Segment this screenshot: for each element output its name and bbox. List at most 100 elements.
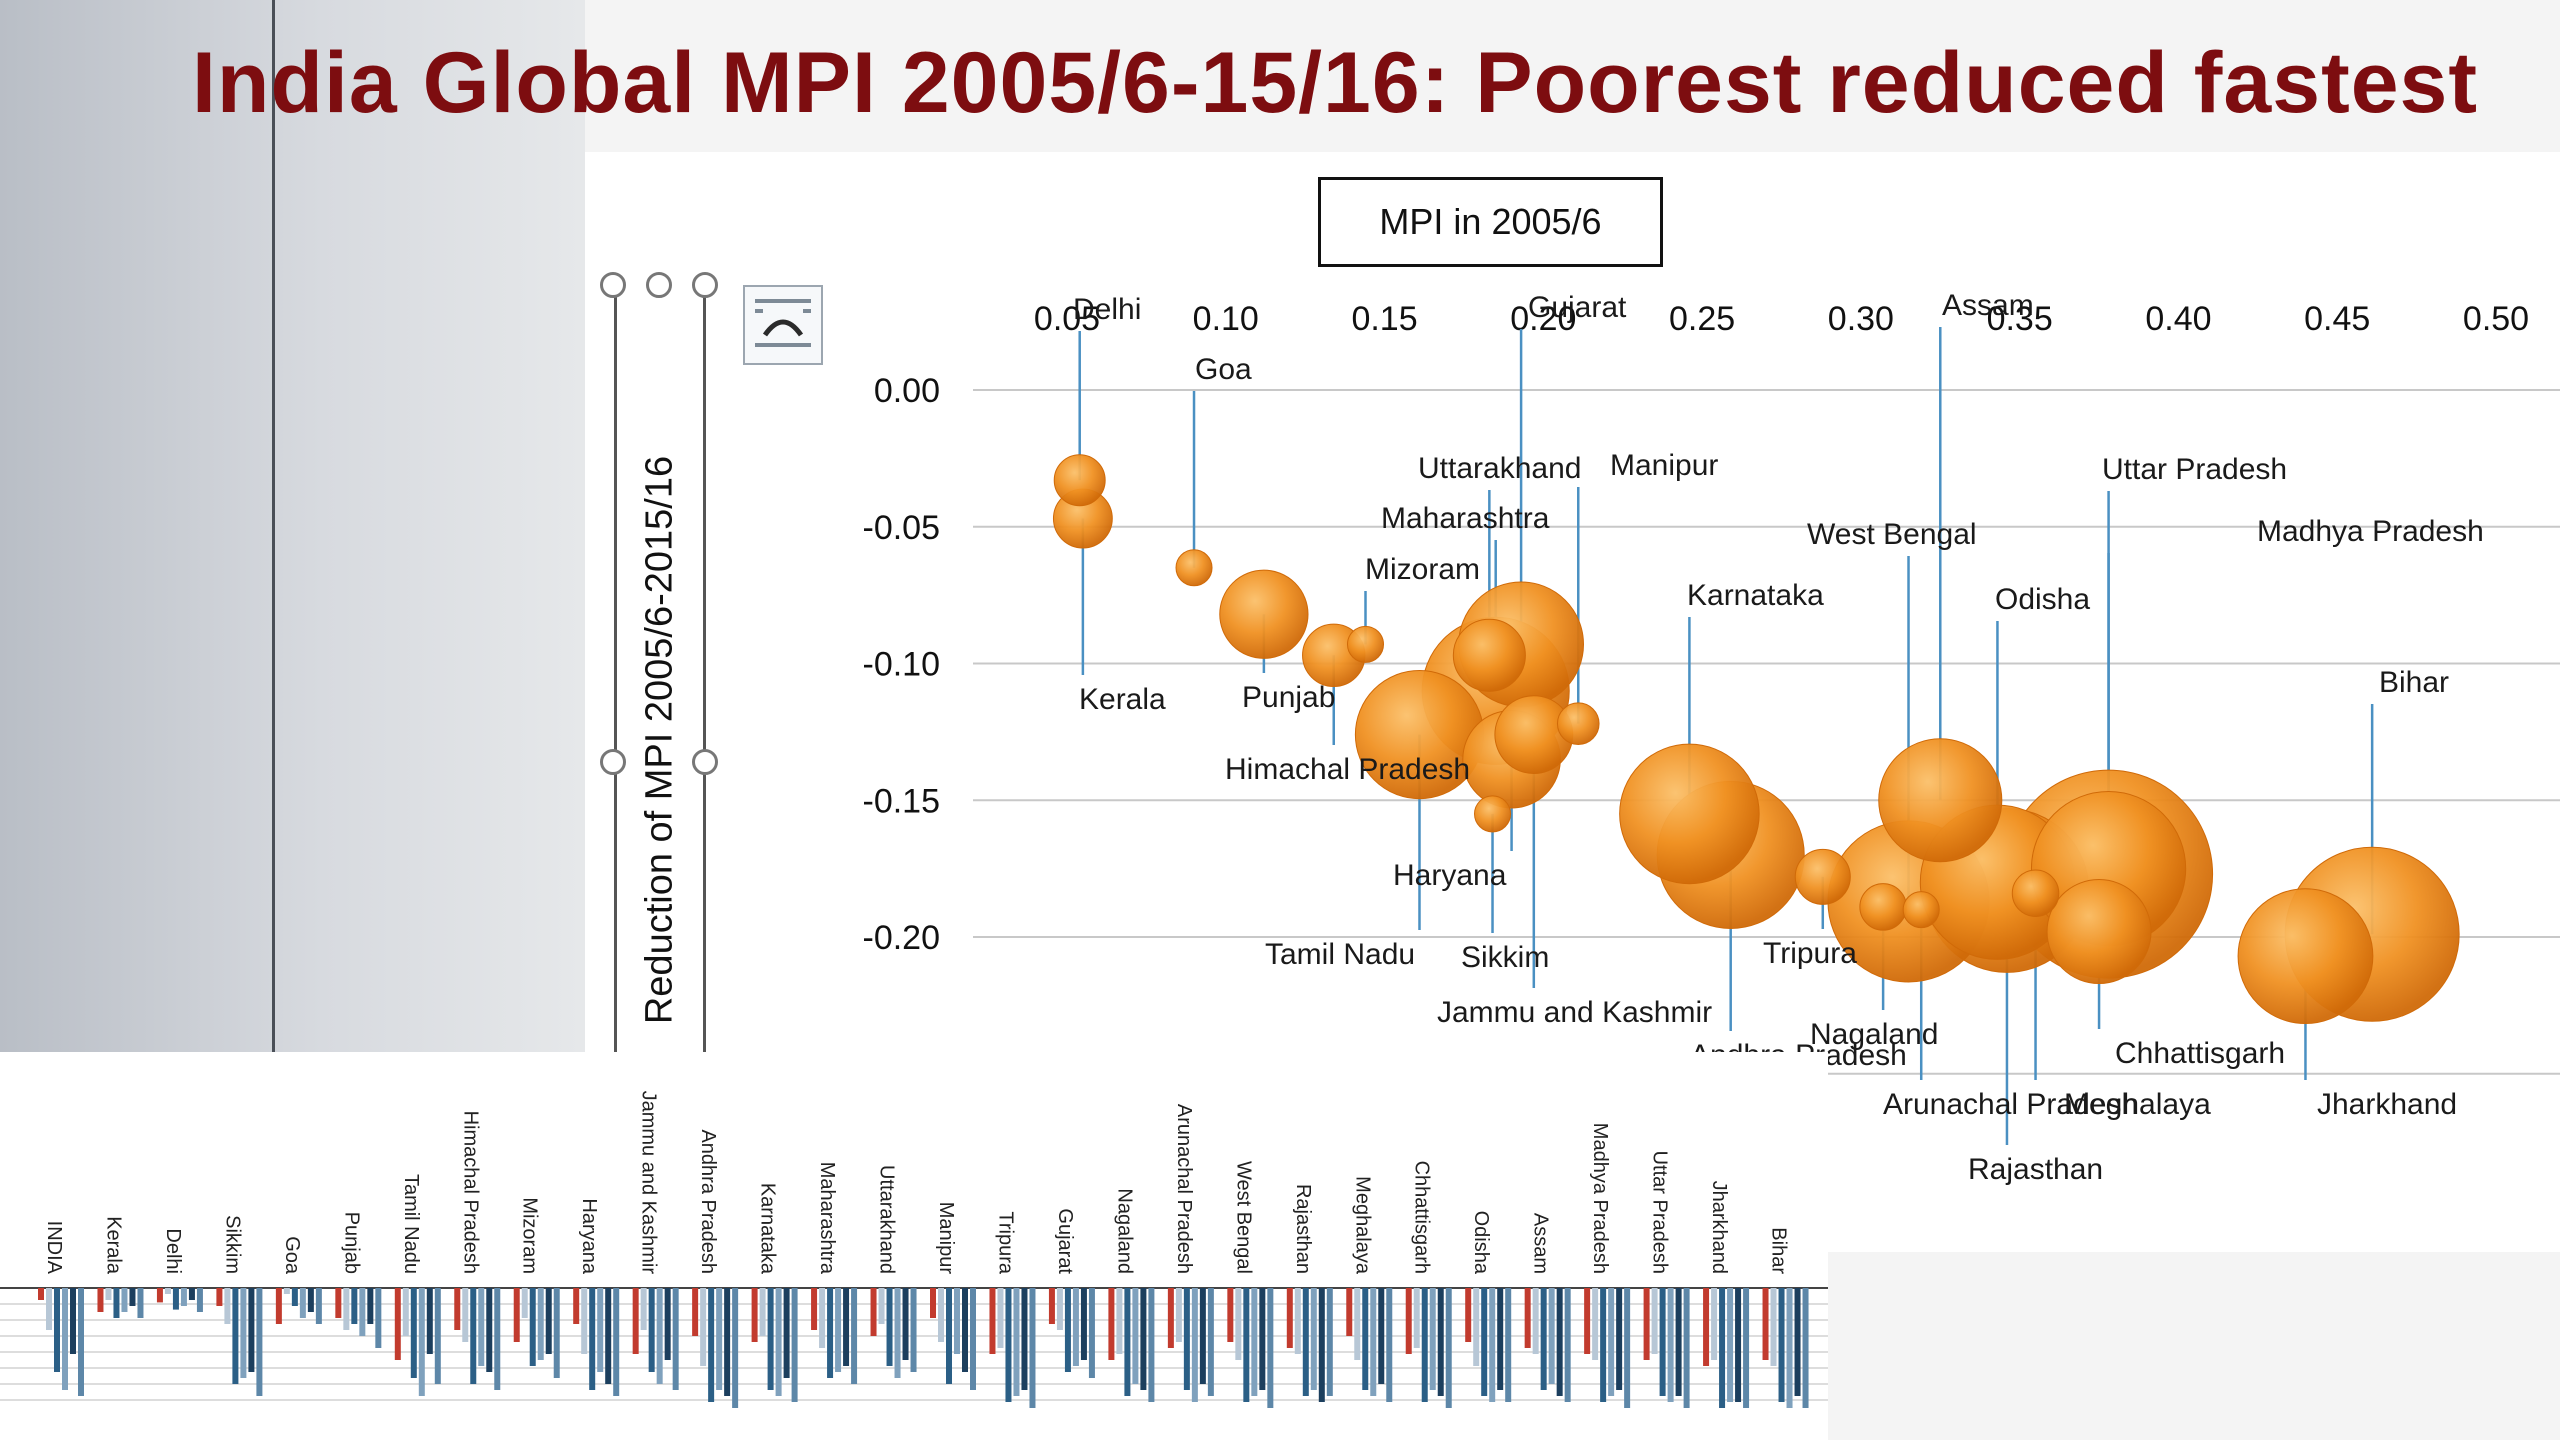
bar <box>775 1288 782 1396</box>
bar-chart-panel: INDIA Kerala Delhi Sikkim Goa Punjab Tamil Nad… <box>0 1052 1828 1440</box>
layout-options-icon[interactable] <box>743 285 823 365</box>
bar <box>581 1288 588 1354</box>
bar <box>137 1288 144 1318</box>
bar <box>664 1288 671 1360</box>
state-label: Punjab <box>1242 681 1335 714</box>
bar <box>1072 1288 1079 1366</box>
bar <box>1600 1288 1607 1402</box>
bar-chart: INDIA Kerala Delhi Sikkim Goa Punjab Tamil Nad… <box>0 1091 1828 1408</box>
bar <box>851 1288 858 1384</box>
bar <box>307 1288 314 1312</box>
bar <box>1132 1288 1139 1384</box>
bubble-jharkhand <box>2237 888 2374 1025</box>
bar <box>1532 1288 1539 1354</box>
bar <box>462 1288 469 1342</box>
bar-category-label: Tamil Nadu <box>400 1174 422 1274</box>
state-label: Tamil Nadu <box>1265 938 1415 971</box>
bar <box>1505 1288 1512 1402</box>
bar <box>1802 1288 1809 1408</box>
bar <box>224 1288 231 1324</box>
bar <box>46 1288 52 1330</box>
state-label: Jharkhand <box>2317 1088 2457 1121</box>
state-label: Nagaland <box>1810 1018 1938 1051</box>
x-tick-label: 0.50 <box>2463 300 2529 338</box>
bar <box>1048 1288 1055 1324</box>
bar <box>1445 1288 1452 1408</box>
bar <box>188 1288 195 1300</box>
bar <box>164 1288 171 1294</box>
bar-category-label: Odisha <box>1470 1211 1492 1275</box>
bar <box>402 1288 409 1336</box>
bubble-chart: 0.05 0.10 0.15 0.20 0.25 0.30 0.35 0.40 0.45 0.50… <box>863 289 2560 1186</box>
bar <box>1540 1288 1547 1390</box>
bar <box>97 1288 104 1312</box>
bar-category-label: Goa <box>281 1236 303 1275</box>
x-tick-label: 0.10 <box>1193 300 1259 338</box>
bar <box>1584 1288 1591 1354</box>
bar <box>315 1288 322 1324</box>
bar <box>1013 1288 1020 1396</box>
x-tick-label: 0.45 <box>2304 300 2370 338</box>
x-tick-label: 0.15 <box>1351 300 1417 338</box>
resize-handle[interactable] <box>646 272 672 298</box>
y-axis-title[interactable]: Reduction of MPI 2005/6-2015/16 <box>638 455 681 1025</box>
bar-category-label: Nagaland <box>1113 1188 1135 1274</box>
bar <box>648 1288 655 1372</box>
bar-category-label: Punjab <box>340 1212 362 1274</box>
bar <box>291 1288 298 1306</box>
bar <box>529 1288 536 1366</box>
state-label: Assam <box>1942 289 2034 322</box>
bar <box>418 1288 425 1396</box>
bar <box>299 1288 306 1318</box>
bar <box>1294 1288 1301 1354</box>
bar-category-label: Rajasthan <box>1292 1184 1314 1274</box>
resize-handle[interactable] <box>600 749 626 775</box>
bar <box>1286 1288 1293 1348</box>
state-label: Gujarat <box>1528 291 1627 324</box>
x-tick-label: 0.40 <box>2145 300 2211 338</box>
bar <box>1762 1288 1769 1360</box>
resize-handle[interactable] <box>692 749 718 775</box>
x-tick-label: 0.25 <box>1669 300 1735 338</box>
bar <box>597 1288 604 1372</box>
bar <box>1056 1288 1063 1330</box>
bar <box>938 1288 944 1342</box>
bar-category-label: Chhattisgarh <box>1411 1161 1433 1274</box>
bubbles <box>1052 454 2460 1025</box>
bubble-mizoram <box>1346 625 1385 663</box>
y-tick-label: -0.20 <box>863 919 941 957</box>
y-axis-title-frame[interactable] <box>614 286 706 1066</box>
bar <box>1227 1288 1234 1342</box>
bar <box>751 1288 758 1342</box>
bar <box>1429 1288 1436 1390</box>
bar <box>1497 1288 1504 1390</box>
y-tick-label: -0.05 <box>863 509 941 547</box>
bar <box>1659 1288 1666 1396</box>
bar <box>196 1288 203 1312</box>
bar <box>1683 1288 1690 1408</box>
bar <box>1465 1288 1472 1342</box>
state-label: Odisha <box>1995 583 2090 616</box>
bar <box>1778 1288 1785 1402</box>
bar <box>656 1288 663 1384</box>
resize-handle[interactable] <box>692 272 718 298</box>
bar <box>359 1288 366 1336</box>
bar <box>1207 1288 1214 1396</box>
bubble-sikkim <box>1474 795 1512 833</box>
bar <box>1080 1288 1087 1360</box>
bar <box>1235 1288 1242 1360</box>
bar <box>410 1288 417 1378</box>
bar <box>1064 1288 1071 1372</box>
resize-handle[interactable] <box>600 272 626 298</box>
bar <box>1326 1288 1333 1396</box>
bar-category-label: Madhya Pradesh <box>1589 1123 1611 1274</box>
bar <box>478 1288 485 1366</box>
bar <box>946 1288 952 1384</box>
bar <box>335 1288 342 1318</box>
bar-category-label: Karnataka <box>757 1183 779 1275</box>
bar <box>486 1288 493 1372</box>
state-label: Goa <box>1195 353 1252 386</box>
bubble-karnataka <box>1619 743 1760 885</box>
y-tick-labels: 0.00 -0.05 -0.10 -0.15 -0.20 <box>863 372 941 957</box>
bar <box>283 1288 290 1294</box>
